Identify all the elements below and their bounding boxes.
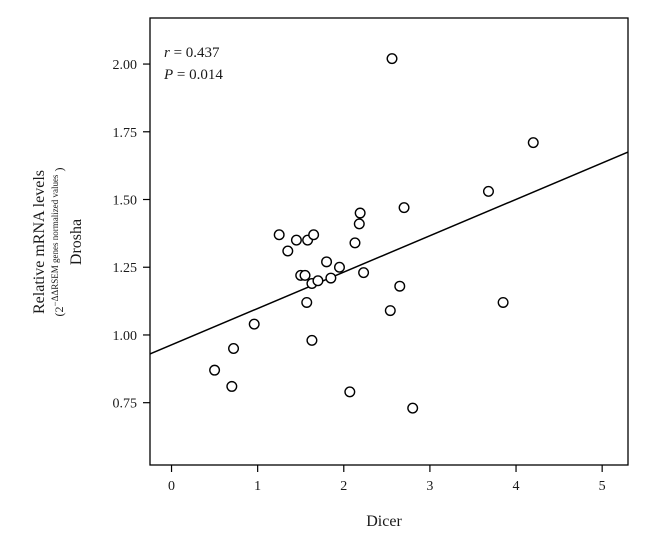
data-point <box>290 234 302 246</box>
y-axis-label: Relative mRNA levels (2−ΔΔRSEM genes nor… <box>31 168 85 317</box>
y-tick-label: 0.75 <box>113 397 138 412</box>
data-point <box>333 261 345 273</box>
stat-r: r = 0.437 <box>164 45 220 61</box>
regression-line <box>149 151 629 355</box>
x-axis-ticks: 0 1 2 3 4 5 <box>168 465 606 494</box>
data-point <box>358 267 370 279</box>
y-tick-label: 1.00 <box>113 329 138 344</box>
data-point <box>282 245 294 257</box>
y-tick-label: 1.25 <box>113 261 138 276</box>
y-axis-ticks: 0.75 1.00 1.25 1.50 1.75 2.00 <box>113 58 150 412</box>
data-point <box>353 218 365 230</box>
y-tick-label: 2.00 <box>113 58 138 73</box>
data-point <box>398 202 410 214</box>
stat-r-symbol: r <box>164 45 170 61</box>
data-point <box>407 402 419 414</box>
y-axis-label-formula: (2−ΔΔRSEM genes normalized values) <box>50 168 66 317</box>
data-point <box>482 185 494 197</box>
data-point <box>344 386 356 398</box>
x-tick-label: 4 <box>513 479 520 494</box>
data-point <box>349 237 361 249</box>
x-tick-label: 0 <box>168 479 175 494</box>
data-point <box>354 207 366 219</box>
data-point <box>301 296 313 308</box>
y-axis-label-line1: Relative mRNA levels <box>31 170 48 314</box>
stat-p-value: = 0.014 <box>173 67 223 83</box>
y-axis-label-line3: Drosha <box>68 219 85 265</box>
data-point <box>306 334 318 346</box>
data-point <box>497 296 509 308</box>
data-point <box>394 280 406 292</box>
y-tick-label: 1.75 <box>113 126 138 141</box>
data-point <box>308 229 320 241</box>
data-point <box>228 343 240 355</box>
data-point <box>226 380 238 392</box>
data-point <box>325 272 337 284</box>
data-point <box>299 269 311 281</box>
data-point <box>384 305 396 317</box>
x-tick-label: 3 <box>426 479 433 494</box>
stat-p-symbol: P <box>163 67 173 83</box>
x-tick-label: 5 <box>599 479 606 494</box>
y-axis-formula-superscript: −ΔΔRSEM genes normalized values <box>50 174 60 306</box>
x-axis-label: Dicer <box>366 513 402 530</box>
y-axis-formula-prefix: (2 <box>52 306 66 316</box>
x-tick-label: 2 <box>340 479 347 494</box>
x-tick-label: 1 <box>254 479 261 494</box>
data-point <box>386 53 398 65</box>
data-point <box>527 137 539 149</box>
y-axis-formula-suffix: ) <box>52 168 66 172</box>
data-point <box>273 229 285 241</box>
stat-r-value: = 0.437 <box>170 45 220 61</box>
stat-p: P = 0.014 <box>163 67 223 83</box>
plot-frame <box>149 17 629 466</box>
data-points <box>209 53 539 414</box>
y-tick-label: 1.50 <box>113 194 138 209</box>
data-point <box>248 318 260 330</box>
data-point <box>321 256 333 268</box>
data-point <box>209 364 221 376</box>
data-point <box>312 275 324 287</box>
